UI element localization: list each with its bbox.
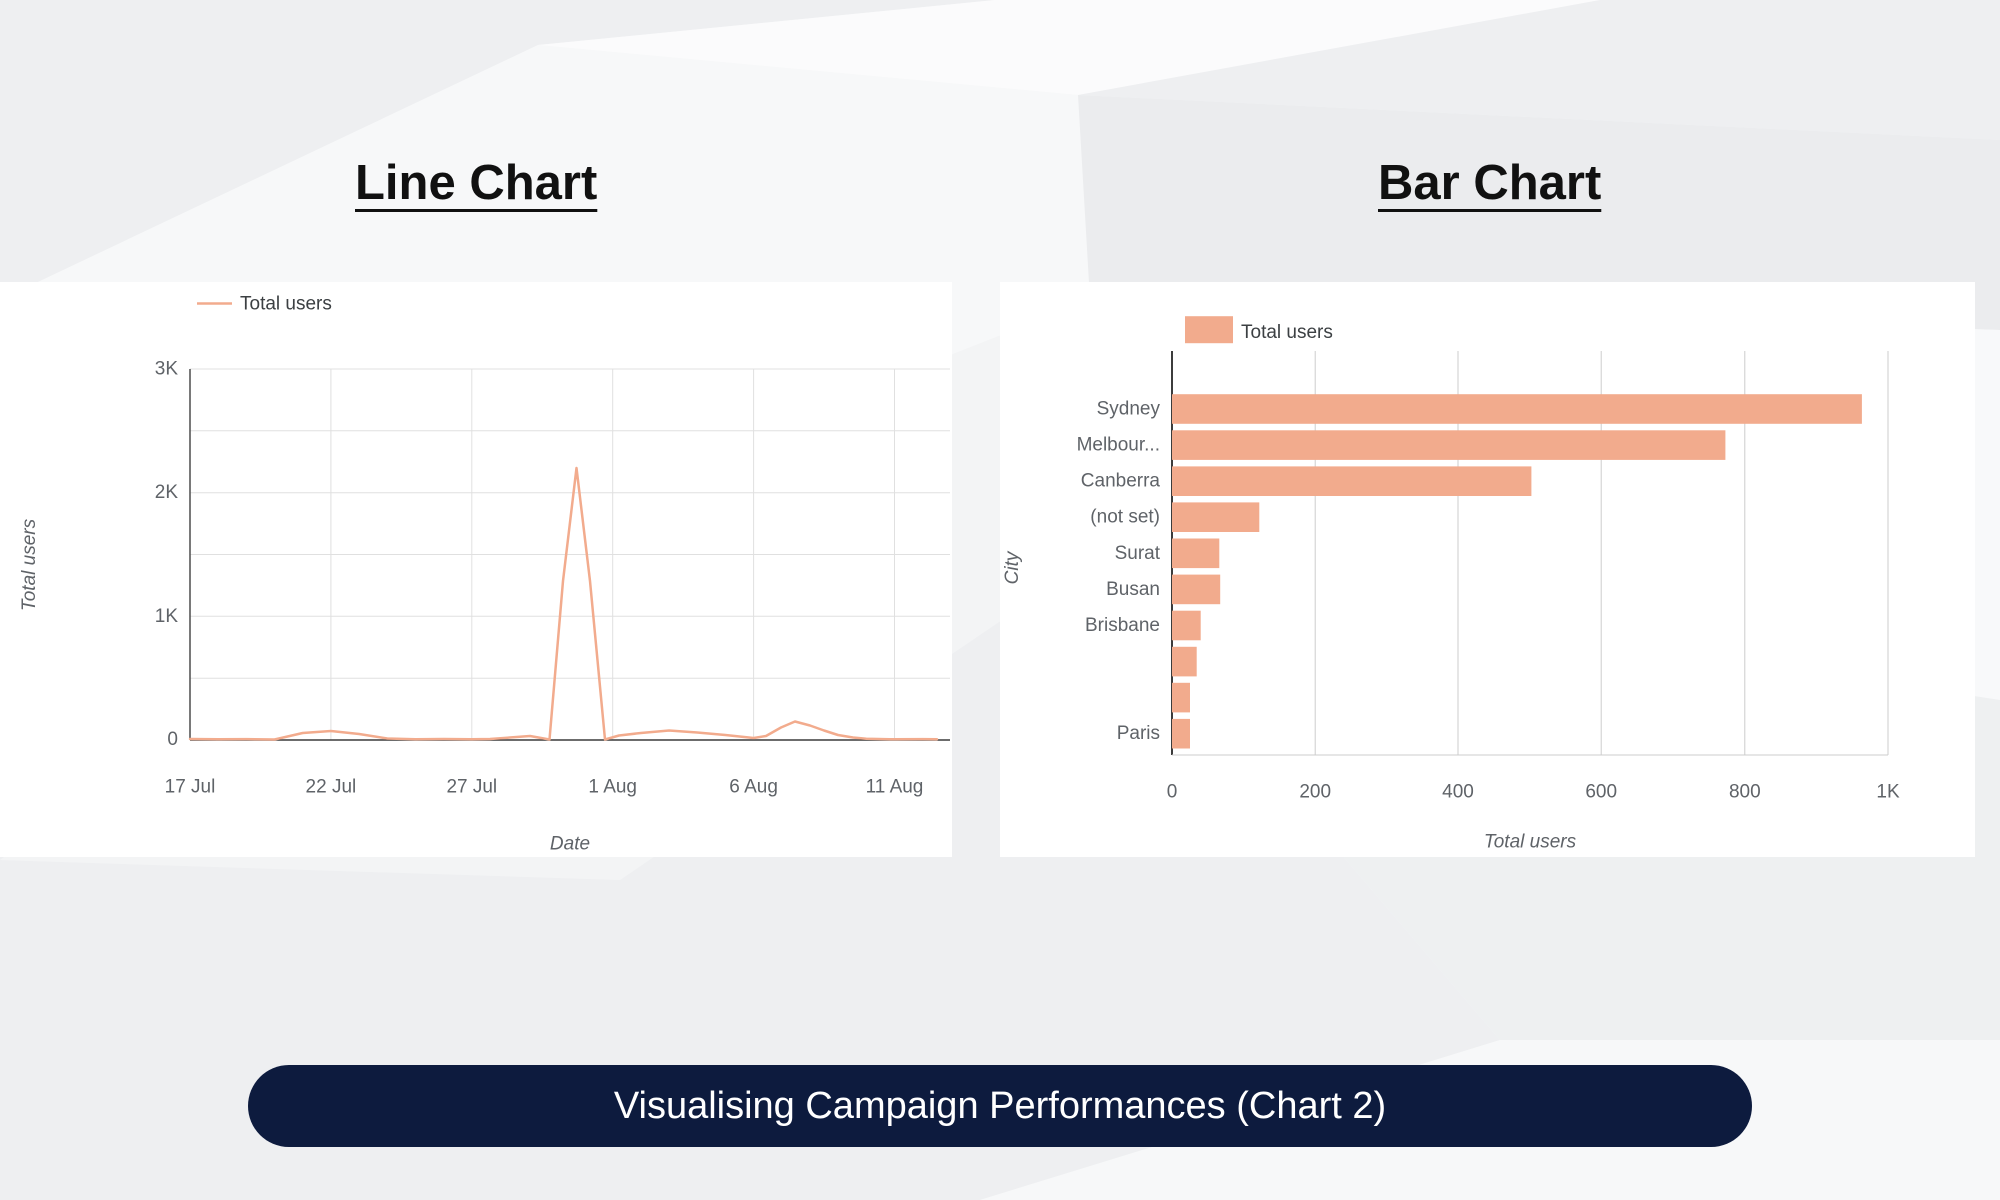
svg-text:Total users: Total users [240, 294, 332, 315]
svg-text:0: 0 [1167, 782, 1178, 803]
svg-text:800: 800 [1729, 782, 1761, 803]
svg-text:1 Aug: 1 Aug [588, 777, 637, 798]
svg-text:Surat: Surat [1115, 543, 1161, 564]
svg-text:Canberra: Canberra [1081, 471, 1161, 492]
svg-text:Melbour...: Melbour... [1077, 435, 1160, 456]
svg-text:2K: 2K [155, 482, 179, 503]
svg-text:11 Aug: 11 Aug [866, 777, 924, 798]
svg-text:City: City [1002, 550, 1023, 584]
svg-text:Brisbane: Brisbane [1085, 615, 1160, 636]
svg-text:17 Jul: 17 Jul [165, 777, 216, 798]
svg-text:6 Aug: 6 Aug [729, 777, 778, 798]
svg-text:3K: 3K [155, 359, 179, 380]
svg-text:(not set): (not set) [1090, 507, 1160, 528]
svg-text:27 Jul: 27 Jul [446, 777, 497, 798]
svg-text:200: 200 [1299, 782, 1331, 803]
svg-text:1K: 1K [155, 606, 179, 627]
svg-text:22 Jul: 22 Jul [306, 777, 357, 798]
svg-text:Sydney: Sydney [1097, 399, 1161, 420]
svg-text:Date: Date [550, 834, 590, 855]
svg-text:Total users: Total users [1241, 322, 1333, 343]
svg-text:Busan: Busan [1106, 579, 1160, 600]
svg-text:0: 0 [167, 729, 178, 750]
svg-text:Paris: Paris [1117, 723, 1160, 744]
svg-text:400: 400 [1442, 782, 1474, 803]
svg-text:1K: 1K [1876, 782, 1900, 803]
svg-text:600: 600 [1585, 782, 1617, 803]
svg-text:Total users: Total users [1484, 832, 1577, 853]
svg-text:Total users: Total users [19, 518, 40, 611]
